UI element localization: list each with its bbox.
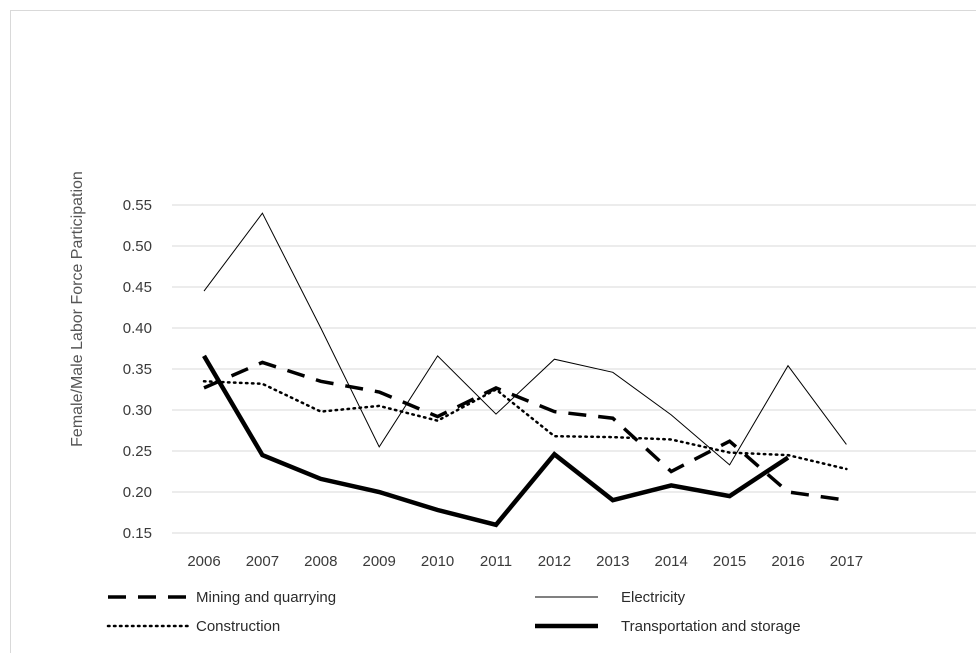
y-tick-label: 0.20 bbox=[123, 484, 152, 501]
legend-item: Construction bbox=[106, 618, 280, 635]
y-tick-label: 0.15 bbox=[123, 525, 152, 542]
y-tick-label: 0.30 bbox=[123, 402, 152, 419]
x-axis-ticks: 2006 2007 2008 2009 2010 2011 2012 2013 2014 2015… bbox=[187, 553, 863, 570]
x-tick-label: 2013 bbox=[596, 553, 629, 570]
chart-frame bbox=[10, 10, 976, 653]
legend-label: Transportation and storage bbox=[621, 618, 801, 635]
x-tick-label: 2012 bbox=[538, 553, 571, 570]
gridlines bbox=[172, 204, 976, 534]
x-tick-label: 2010 bbox=[421, 553, 454, 570]
x-tick-label: 2009 bbox=[363, 553, 396, 570]
y-tick-label: 0.35 bbox=[123, 361, 152, 378]
x-tick-label: 2016 bbox=[771, 553, 804, 570]
series-lines bbox=[202, 212, 848, 528]
legend-item: Electricity bbox=[535, 589, 686, 606]
legend-label: Construction bbox=[196, 618, 280, 635]
x-tick-label: 2006 bbox=[187, 553, 220, 570]
legend-label: Mining and quarrying bbox=[196, 589, 336, 606]
legend-item: Mining and quarrying bbox=[108, 589, 336, 606]
legend: Mining and quarrying Electricity Construct… bbox=[106, 589, 801, 635]
series-line-3 bbox=[202, 354, 790, 528]
legend-label: Electricity bbox=[621, 589, 686, 606]
y-tick-label: 0.50 bbox=[123, 238, 152, 255]
x-tick-label: 2014 bbox=[655, 553, 688, 570]
y-axis-label: Female/Male Labor Force Participation bbox=[69, 171, 86, 447]
series-line-1 bbox=[203, 212, 847, 466]
y-tick-label: 0.45 bbox=[123, 279, 152, 296]
y-tick-label: 0.55 bbox=[123, 197, 152, 214]
x-tick-label: 2015 bbox=[713, 553, 746, 570]
series-line-2 bbox=[202, 380, 848, 471]
x-tick-label: 2011 bbox=[480, 553, 512, 570]
y-tick-label: 0.40 bbox=[123, 320, 152, 337]
x-tick-label: 2007 bbox=[246, 553, 279, 570]
y-tick-label: 0.25 bbox=[123, 443, 152, 460]
y-axis-ticks: 0.15 0.20 0.25 0.30 0.35 0.40 0.45 0.50 0.55 bbox=[123, 197, 152, 542]
series-line-0 bbox=[203, 360, 847, 502]
legend-item: Transportation and storage bbox=[535, 618, 801, 635]
x-tick-label: 2008 bbox=[304, 553, 337, 570]
x-tick-label: 2017 bbox=[830, 553, 863, 570]
